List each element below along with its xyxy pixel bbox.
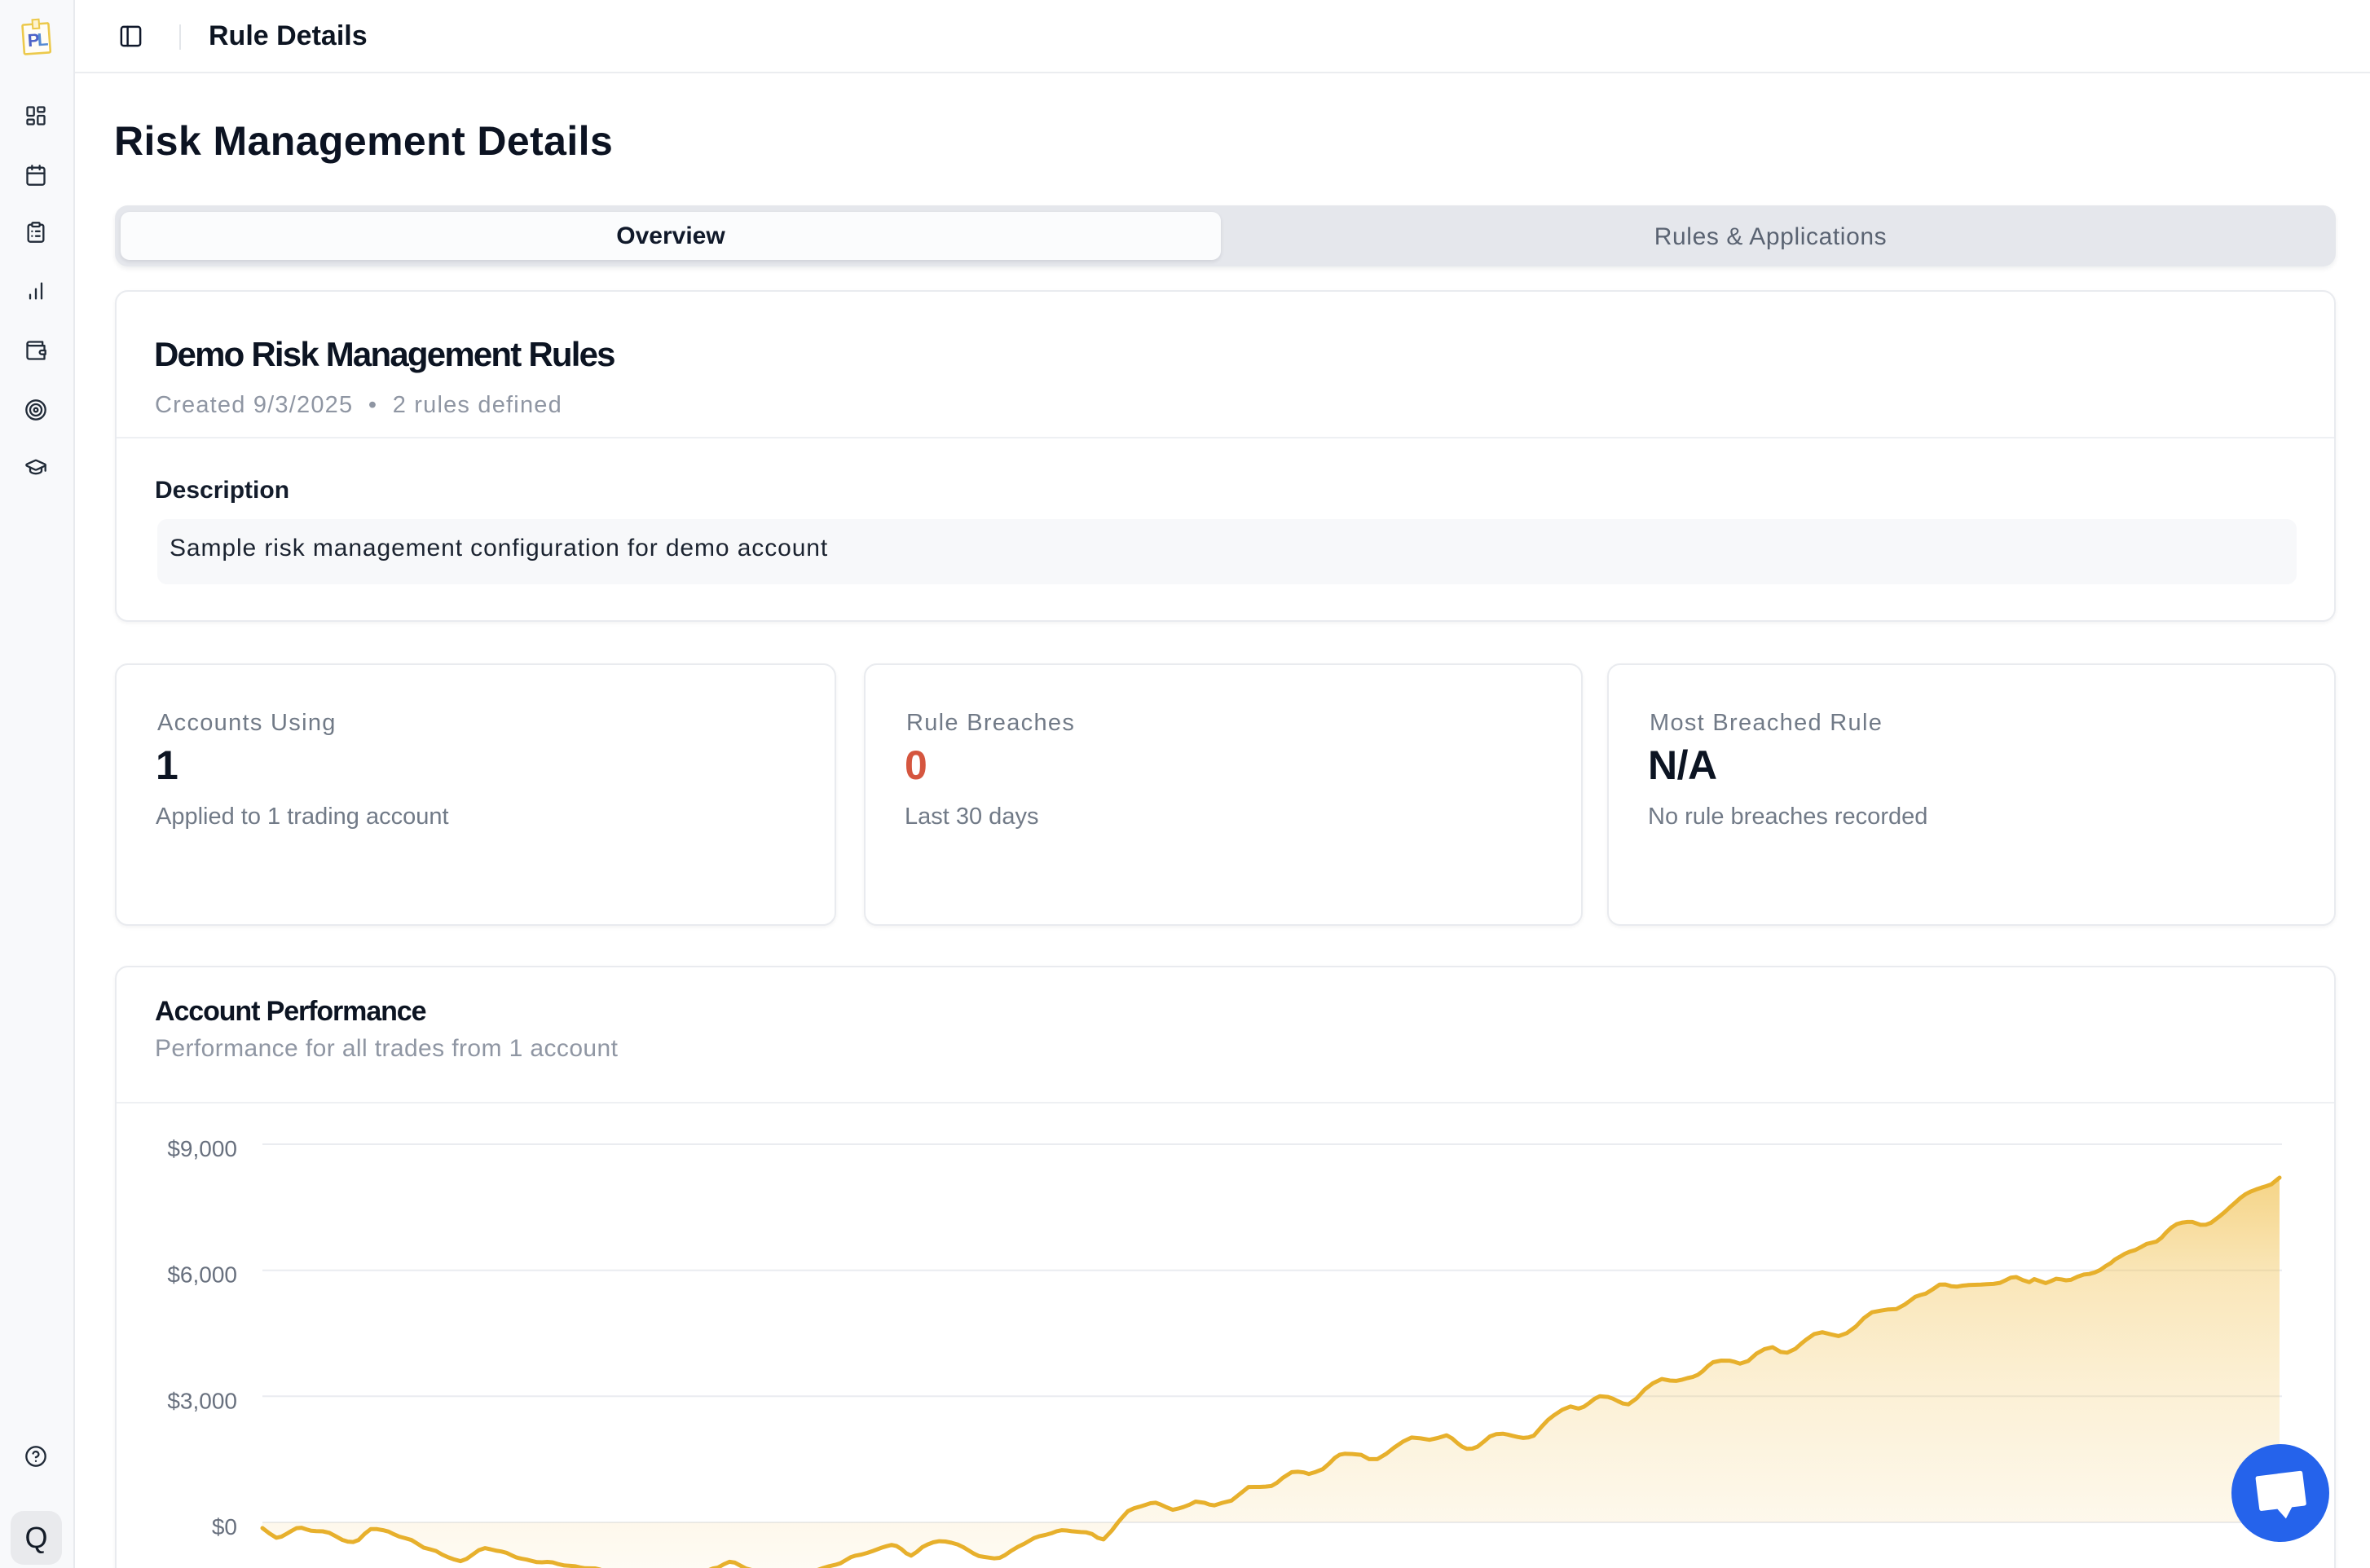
svg-text:$3,000: $3,000 bbox=[167, 1388, 237, 1413]
svg-text:$0: $0 bbox=[212, 1514, 237, 1539]
svg-text:L: L bbox=[37, 29, 49, 50]
svg-text:P: P bbox=[27, 29, 40, 51]
svg-text:$6,000: $6,000 bbox=[167, 1262, 237, 1288]
svg-text:$9,000: $9,000 bbox=[167, 1136, 237, 1161]
